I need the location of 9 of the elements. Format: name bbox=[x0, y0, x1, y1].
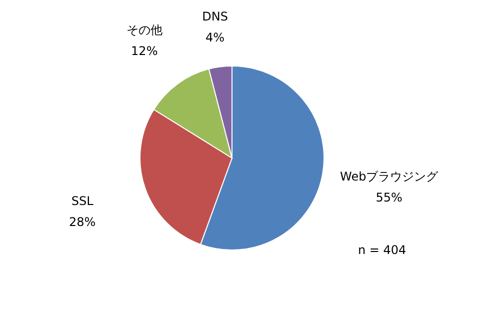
data-label: 12% bbox=[131, 44, 158, 58]
text: n = 404 bbox=[358, 243, 406, 257]
slice-label: DNS bbox=[202, 9, 228, 24]
slice-label: その他 bbox=[126, 22, 162, 37]
data-label: 4% bbox=[206, 30, 225, 44]
slice-label: SSL bbox=[71, 194, 94, 208]
slice-label: Webブラウジング bbox=[340, 170, 440, 184]
data-label: 28% bbox=[69, 214, 96, 229]
data-label: 55% bbox=[376, 190, 402, 205]
